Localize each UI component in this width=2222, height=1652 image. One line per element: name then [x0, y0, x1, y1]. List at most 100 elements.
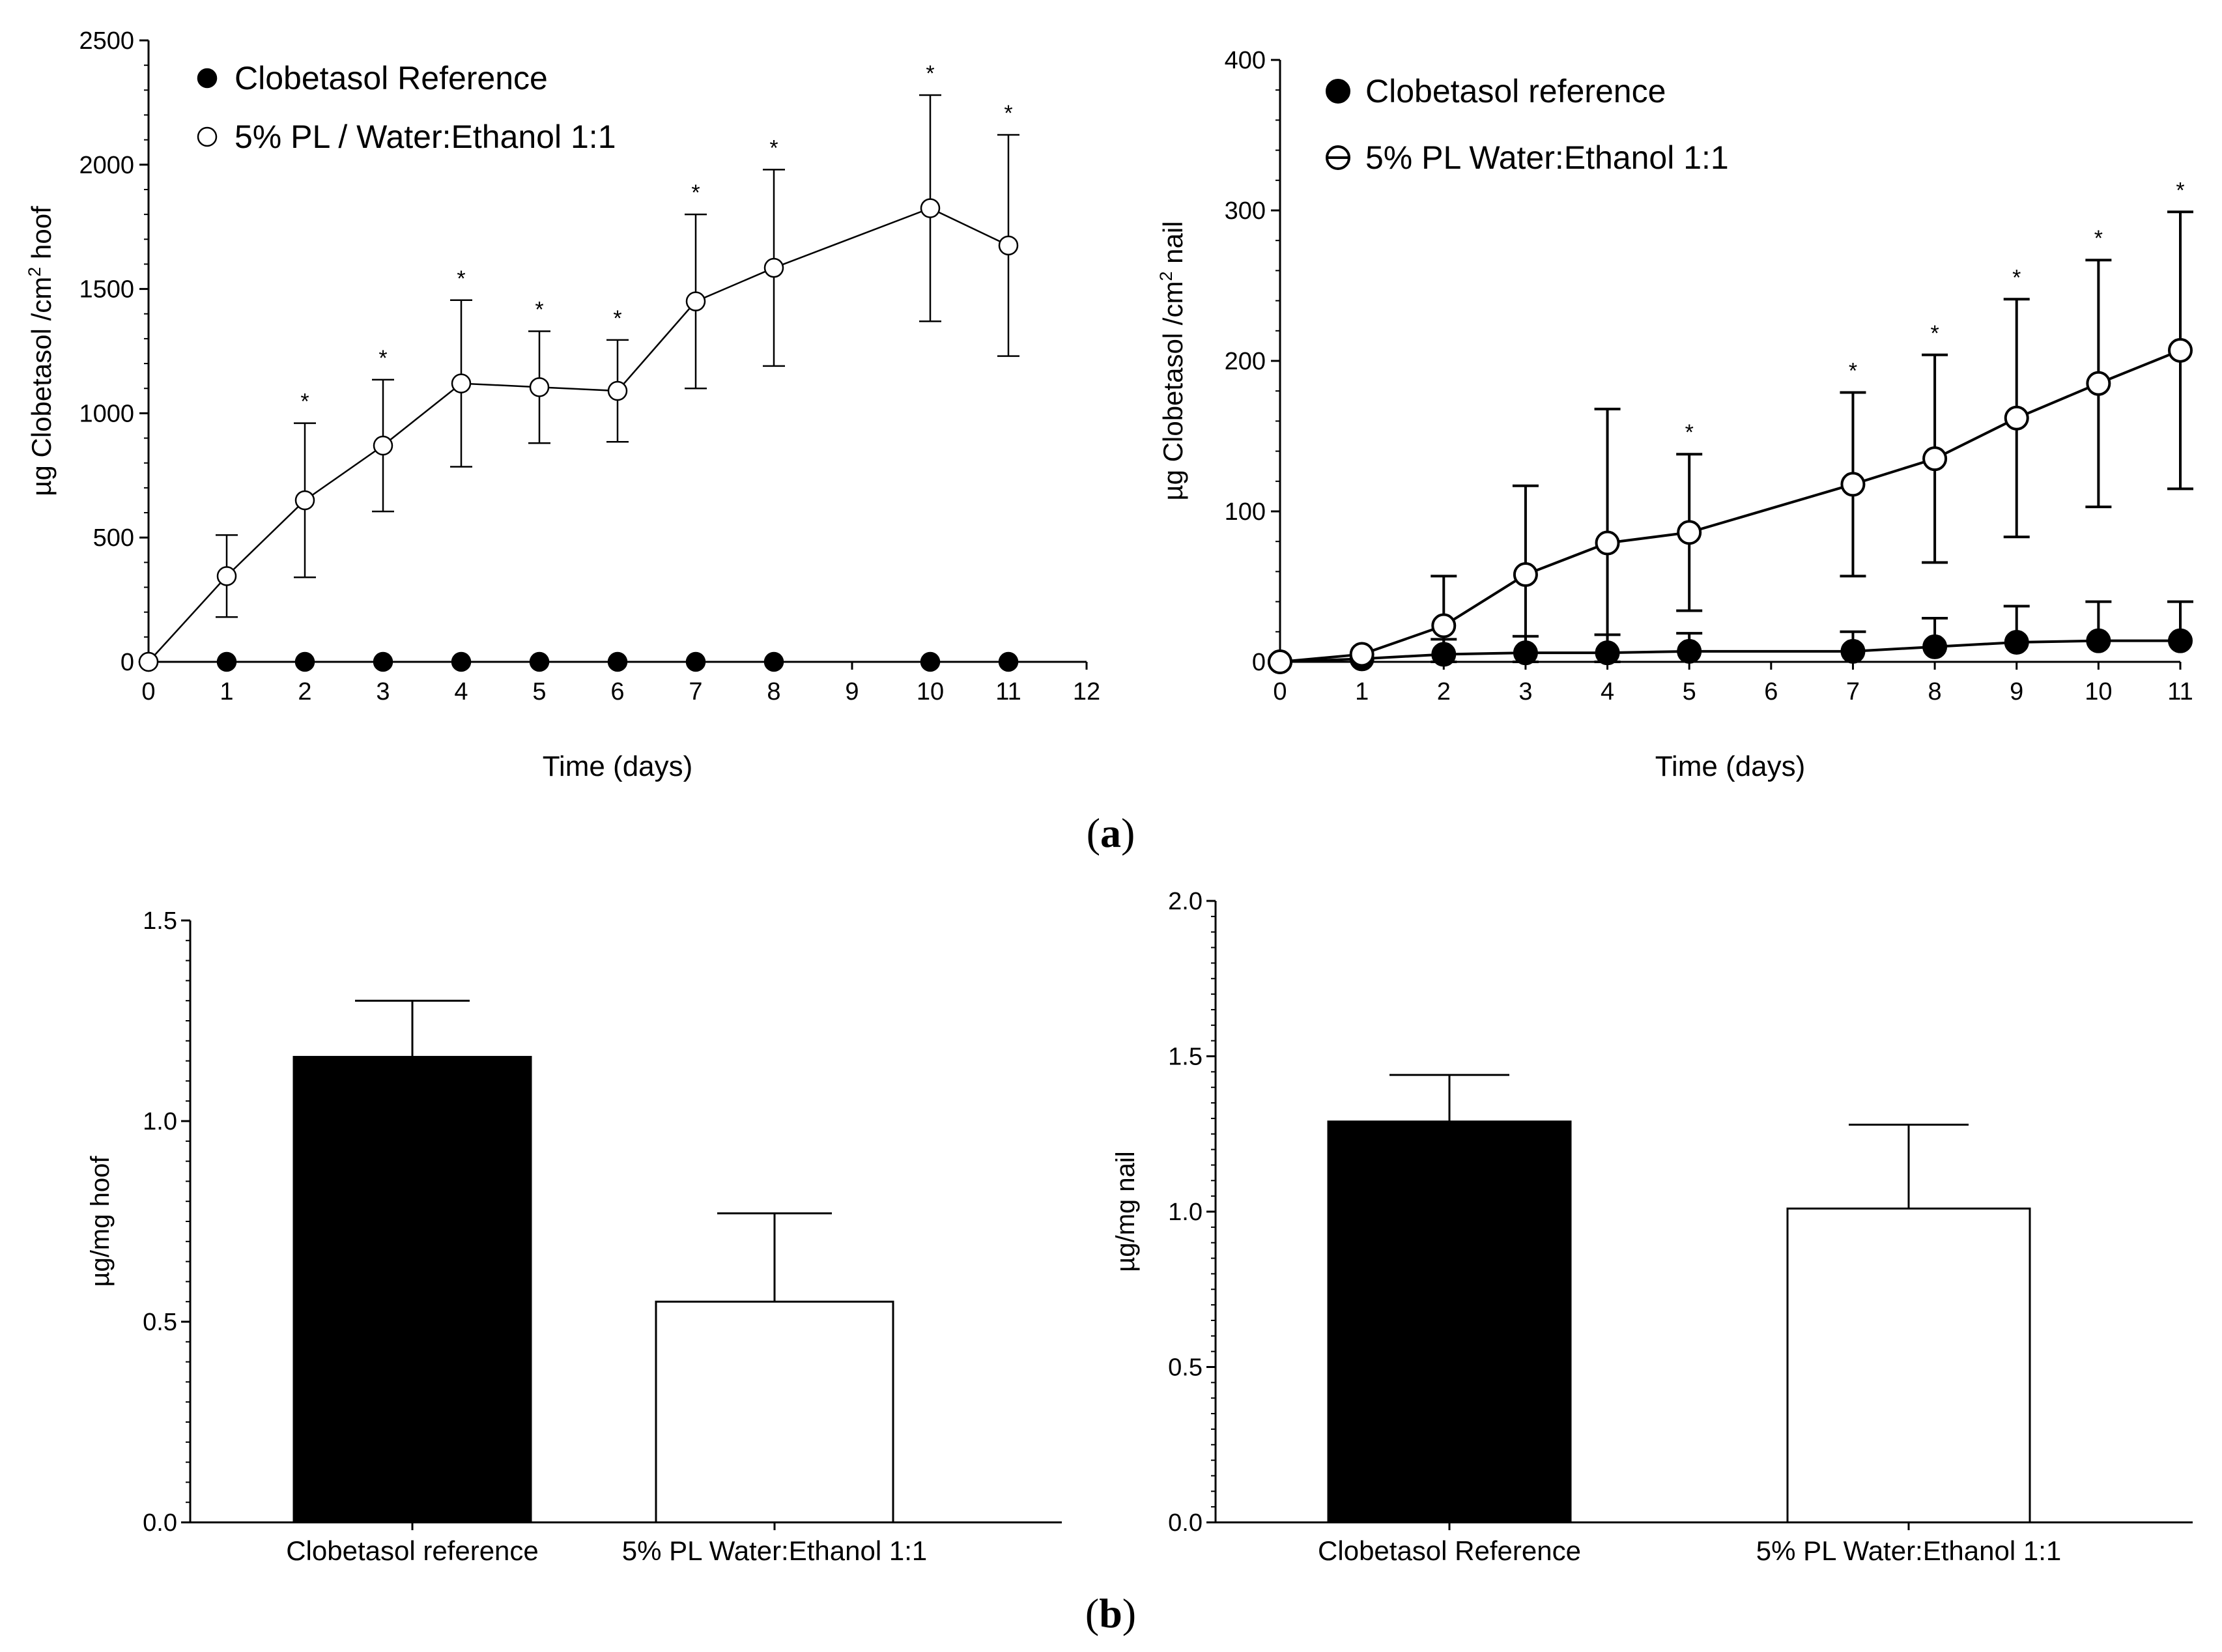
y-tick-label: 400 [1225, 47, 1266, 74]
data-point [998, 235, 1019, 256]
data-point [2168, 628, 2193, 653]
bar [1786, 1207, 2031, 1524]
x-tick-label: 9 [845, 678, 859, 705]
legend-marker [1326, 79, 1350, 104]
significance-star: * [535, 297, 543, 322]
y-tick-label: 0 [121, 649, 134, 676]
series-line-1 [1279, 639, 2180, 663]
y-tick-label: 1.0 [1168, 1199, 1203, 1226]
x-tick-label: 1 [1355, 678, 1369, 705]
significance-star: * [926, 61, 934, 86]
data-point [373, 651, 393, 672]
data-point [1922, 446, 1948, 472]
y-tick-label: 200 [1225, 348, 1266, 375]
data-point [685, 291, 706, 311]
x-axis-label: Time (days) [543, 750, 693, 782]
chart-hoof-permeation: 0 1 2 3 4 5 6 7 8 9 10 11 1205001000150020002500Time… [25, 27, 1100, 782]
data-point [607, 380, 628, 401]
x-tick-label: 10 [2085, 678, 2112, 705]
significance-star: * [1685, 420, 1694, 445]
y-tick-label: 0.0 [1168, 1509, 1203, 1537]
y-tick-label: 0.0 [143, 1509, 177, 1537]
significance-star: * [1849, 359, 1857, 384]
x-tick-label: 7 [1846, 678, 1860, 705]
data-point [1677, 520, 1702, 545]
chart-nail-permeation: 0 1 2 3 4 5 6 7 8 9 10 11 0 100 200 300 400 Time (days) µg… [1156, 47, 2193, 782]
data-point [529, 651, 550, 672]
significance-star: * [613, 306, 621, 331]
x-tick-label: 6 [1764, 678, 1778, 705]
data-point [1513, 562, 1538, 588]
bar [292, 1055, 532, 1524]
x-tick-label: 5 [532, 678, 546, 705]
series-line-2 [148, 207, 1009, 662]
panel-label-b: (b) [1085, 1590, 1136, 1636]
significance-star: * [769, 135, 778, 160]
data-point [920, 198, 941, 218]
x-tick-label: 0 [1273, 678, 1287, 705]
x-tick-label: 10 [917, 678, 944, 705]
significance-star: * [457, 266, 465, 291]
legend-label: Clobetasol Reference [235, 60, 548, 96]
y-tick-label: 300 [1225, 197, 1266, 225]
y-axis-label: µg Clobetasol /cm2 nail [1156, 221, 1188, 500]
y-tick-label: 1.0 [143, 1108, 177, 1135]
significance-star: * [691, 180, 700, 205]
y-tick-label: 2000 [79, 152, 134, 179]
legend-label: Clobetasol reference [1365, 73, 1666, 109]
significance-star: * [378, 346, 387, 371]
data-point [763, 257, 784, 278]
x-tick-label: 4 [454, 678, 468, 705]
y-axis-label: µg/mg hoof [86, 1156, 115, 1287]
data-point [138, 651, 159, 672]
significance-star: * [2012, 265, 2021, 290]
significance-star: * [1004, 101, 1012, 126]
panel-label-a: (a) [1087, 810, 1135, 856]
y-tick-label: 1000 [79, 400, 134, 427]
x-tick-label: 12 [1073, 678, 1100, 705]
data-point [1840, 638, 1866, 664]
x-tick-label: 9 [2010, 678, 2023, 705]
x-tick-label: 1 [220, 678, 233, 705]
data-point [294, 651, 315, 672]
data-point [216, 651, 237, 672]
y-tick-label: 100 [1225, 498, 1266, 526]
legend-label: 5% PL / Water:Ethanol 1:1 [235, 119, 616, 155]
x-tick-label: 0 [141, 678, 155, 705]
x-tick-label: Clobetasol reference [286, 1535, 539, 1566]
y-tick-label: 1500 [79, 276, 134, 304]
data-point [216, 566, 237, 586]
bar [655, 1300, 894, 1524]
significance-star: * [2176, 178, 2184, 203]
significance-star: * [300, 390, 309, 414]
x-tick-label: 11 [2167, 678, 2193, 705]
x-tick-label: 5% PL Water:Ethanol 1:1 [1756, 1535, 2061, 1566]
data-point [1513, 640, 1538, 666]
data-point [607, 651, 628, 672]
data-point [1268, 649, 1292, 674]
y-tick-label: 1.5 [1168, 1044, 1203, 1071]
data-point [451, 651, 472, 672]
data-point [763, 651, 784, 672]
x-tick-label: 6 [610, 678, 624, 705]
chart-hoof-retention: 0.0 0.5 1.0 1.5 µg/mg hoof Clobetasol referen… [86, 907, 1062, 1566]
data-point [1431, 642, 1457, 667]
significance-star: * [1930, 321, 1939, 346]
data-point [1840, 472, 1866, 497]
data-point [1595, 640, 1620, 666]
data-point [373, 435, 393, 456]
x-tick-label: 3 [376, 678, 390, 705]
x-tick-label: 5 [1683, 678, 1696, 705]
y-axis-label: µg/mg nail [1111, 1151, 1140, 1272]
data-point [2086, 628, 2111, 653]
y-tick-label: 2.0 [1168, 888, 1203, 915]
y-tick-label: 2500 [79, 27, 134, 55]
data-point [1349, 642, 1375, 667]
data-point [685, 651, 706, 672]
data-point [1595, 530, 1620, 556]
chart-nail-retention: 0.0 0.5 1.0 1.5 2.0 µg/mg nail Clobetasol Refe… [1111, 888, 2193, 1566]
data-point [2086, 371, 2111, 396]
data-point [1922, 634, 1948, 659]
data-point [920, 651, 941, 672]
